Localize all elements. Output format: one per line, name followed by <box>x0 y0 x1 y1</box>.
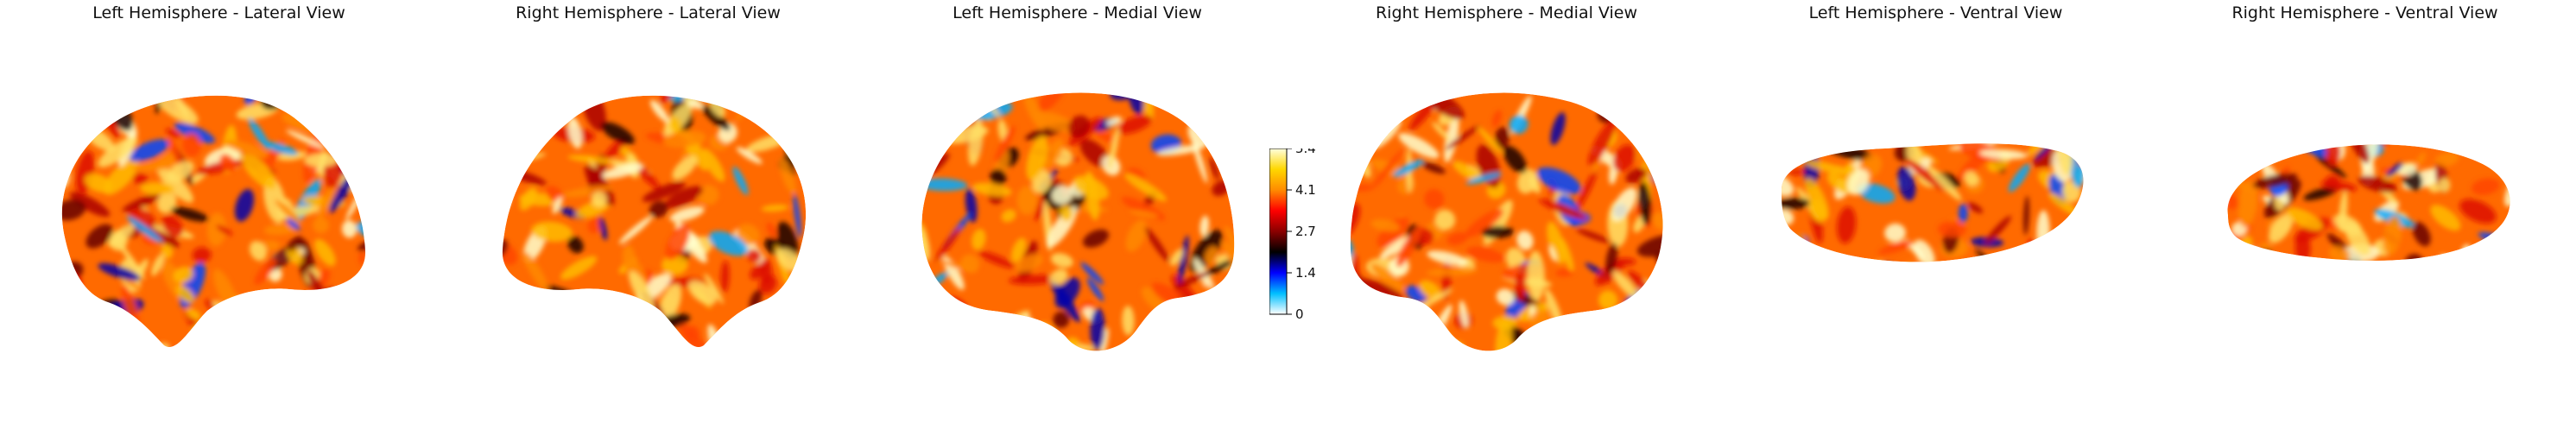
brain-surface-left-lateral <box>61 95 366 347</box>
surface-texture <box>502 95 807 347</box>
colorbar-tick-label: 1.4 <box>1295 265 1316 281</box>
panel-left-lateral: Left Hemisphere - Lateral View <box>4 0 434 442</box>
panel-right-lateral: Right Hemisphere - Lateral View <box>434 0 863 442</box>
panel-title: Right Hemisphere - Lateral View <box>516 3 781 22</box>
panel-title: Left Hemisphere - Lateral View <box>92 3 345 22</box>
surface-texture <box>2227 144 2510 262</box>
brain-surface-right-ventral <box>2227 144 2510 262</box>
surface-texture <box>1782 143 2084 262</box>
panel-title: Right Hemisphere - Medial View <box>1375 3 1638 22</box>
panel-right-ventral: Right Hemisphere - Ventral View <box>2150 0 2576 442</box>
colorbar-gradient <box>1269 148 1288 315</box>
colorbar-tick-label: 4.1 <box>1295 182 1316 198</box>
colorbar-tick-label: 0 <box>1295 306 1304 321</box>
brain-surface-left-ventral <box>1782 143 2084 262</box>
brain-surface-left-medial <box>921 92 1235 351</box>
colorbar: 5.4 4.1 2.7 1.4 0 <box>1269 148 1316 321</box>
panel-left-ventral: Left Hemisphere - Ventral View <box>1721 0 2150 442</box>
panel-title: Right Hemisphere - Ventral View <box>2231 3 2498 22</box>
surface-texture <box>1350 92 1663 351</box>
panel-title: Left Hemisphere - Ventral View <box>1808 3 2063 22</box>
panel-right-medial: Right Hemisphere - Medial View <box>1292 0 1721 442</box>
surface-texture <box>61 95 366 347</box>
colorbar-tick-label: 5.4 <box>1295 148 1316 156</box>
brain-surface-right-medial <box>1350 92 1663 351</box>
surface-texture <box>921 92 1235 351</box>
colorbar-tick-label: 2.7 <box>1295 224 1316 239</box>
panel-title: Left Hemisphere - Medial View <box>953 3 1202 22</box>
brain-surface-right-lateral <box>502 95 807 347</box>
panel-left-medial: Left Hemisphere - Medial View <box>863 0 1292 442</box>
